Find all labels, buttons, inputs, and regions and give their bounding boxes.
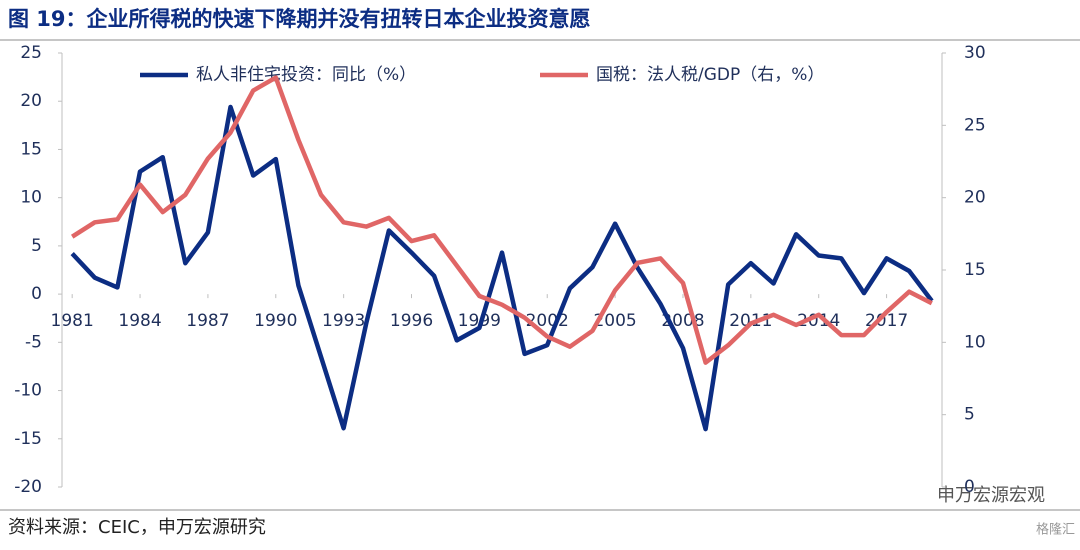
legend-label: 私人非住宅投资：同比（%） [196,65,416,85]
y-tick-label: -5 [25,332,42,352]
y-tick-label: 20 [20,91,42,111]
y-tick-label: 25 [20,43,42,63]
y-tick-label: 0 [31,284,42,304]
x-tick-label: 1981 [51,311,94,331]
logo: 格隆汇 [1036,522,1075,538]
y-tick-label: -20 [14,477,42,497]
x-tick-label: 1996 [390,311,433,331]
x-tick-label: 1984 [118,311,161,331]
y-tick-label: 10 [20,188,42,208]
y2-tick-label: 0 [964,477,975,497]
chart-title: 图 19：企业所得税的快速下降期并没有扭转日本企业投资意愿 [8,7,591,31]
legend-label: 国税：法人税/GDP（右，%） [596,65,824,85]
y2-tick-label: 30 [964,43,986,63]
x-tick-label: 1987 [186,311,229,331]
y-tick-label: -15 [14,429,42,449]
y-tick-label: -10 [14,381,42,401]
y2-tick-label: 20 [964,188,986,208]
y2-tick-label: 25 [964,115,986,135]
y-tick-label: 5 [31,236,42,256]
y2-tick-label: 15 [964,260,986,280]
watermark: 申万宏源宏观 [937,485,1045,506]
y2-tick-label: 5 [964,405,975,425]
y2-tick-label: 10 [964,332,986,352]
y-tick-label: 15 [20,139,42,159]
series-line [70,104,934,432]
x-tick-label: 2005 [593,311,636,331]
x-tick-label: 1990 [254,311,297,331]
x-tick-label: 1993 [322,311,365,331]
series-line [70,75,933,365]
source: 资料来源：CEIC，申万宏源研究 [8,517,266,538]
